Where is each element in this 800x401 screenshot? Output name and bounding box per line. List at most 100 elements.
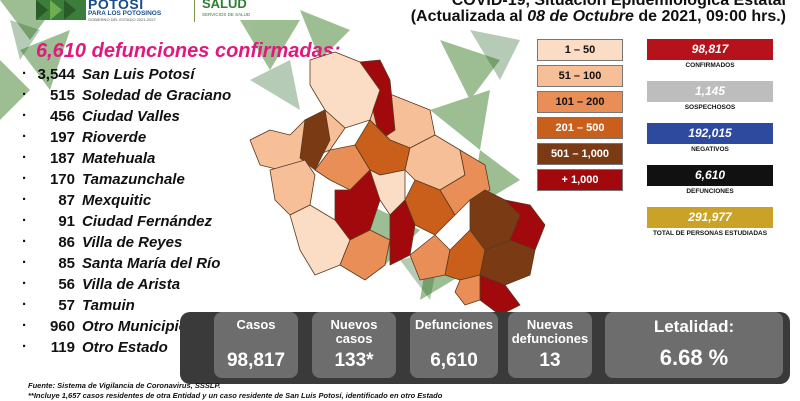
footer: Fuente: Sistema de Vigilancia de Coronav… — [28, 381, 442, 401]
municipality-name: Matehuala — [82, 150, 156, 167]
bullet: · — [22, 191, 27, 208]
municipality-count: 187 — [49, 150, 75, 167]
bullet: · — [22, 65, 27, 82]
municipality-count: 56 — [58, 276, 75, 293]
summary-nuevos-casos-label: Nuevos casos — [330, 317, 378, 346]
bullet: · — [22, 317, 27, 334]
stat-label: TOTAL DE PERSONAS ESTUDIADAS — [652, 230, 768, 237]
municipality-count: 85 — [58, 255, 75, 272]
bullet: · — [22, 233, 27, 250]
map-region-south-4 — [409, 234, 451, 281]
municipality-row: · 170 Tamazunchale — [22, 170, 222, 192]
stat-confirmados: 98,817 CONFIRMADOS — [647, 39, 773, 81]
subtitle-prefix: (Actualizada al — [410, 8, 528, 25]
salud-logo: SALUD SERVICIOS DE SALUD — [194, 0, 250, 22]
logo-government: GOBIERNO DEL ESTADO 2021-2027 — [88, 17, 156, 22]
summary-casos-label: Casos — [236, 317, 276, 332]
logo-subtitle: PARA LOS POTOSINOS — [88, 10, 162, 17]
stat-label: SOSPECHOSOS — [684, 104, 736, 111]
stat-value: 1,145 — [647, 81, 773, 102]
stat-value: 6,610 — [647, 165, 773, 186]
map-region-huasteca-5 — [454, 274, 481, 306]
legend-item: 101 – 200 — [537, 91, 623, 113]
page-subtitle: (Actualizada al 08 de Octubre de 2021, 0… — [411, 8, 786, 26]
municipality-count: 515 — [49, 87, 75, 104]
municipality-name: Ciudad Fernández — [82, 213, 213, 230]
municipality-name: Soledad de Graciano — [82, 87, 232, 104]
municipality-name: Tamuin — [82, 297, 135, 314]
bullet: · — [22, 254, 27, 271]
municipality-list: · 3,544 San Luis Potosí · 515 Soledad de Grac… — [22, 65, 231, 360]
salud-title: SALUD — [202, 0, 247, 11]
bullet: · — [22, 86, 27, 103]
municipality-name: Villa de Arista — [82, 276, 181, 293]
summary-nuevos-casos: Nuevos casos 133* — [312, 312, 396, 378]
legend-item: 1 – 50 — [537, 39, 623, 61]
municipality-count: 456 — [49, 108, 75, 125]
government-logo: POTOSÍ PARA LOS POTOSINOS GOBIERNO DEL E… — [36, 0, 186, 22]
municipality-count: 119 — [50, 339, 75, 356]
logo-title: POTOSÍ — [88, 0, 144, 12]
summary-defunciones-value: 6,610 — [430, 350, 478, 371]
municipality-row: · 187 Matehuala — [22, 149, 222, 171]
potosi-emblem-icon — [36, 0, 86, 20]
municipality-name: Ciudad Valles — [82, 108, 180, 125]
stat-label: CONFIRMADOS — [685, 62, 735, 69]
municipality-row: · 85 Santa María del Río — [22, 254, 222, 276]
map-region-east-1 — [439, 149, 491, 216]
municipality-count: 91 — [58, 213, 75, 230]
municipality-row: · 3,544 San Luis Potosí — [22, 65, 222, 87]
subtitle-suffix: de 2021, 09:00 hrs.) — [633, 8, 786, 25]
bullet: · — [22, 275, 27, 292]
subtitle-date: 08 de Octubre — [527, 8, 634, 25]
page-title: COVID-19, Situación Epidemiológica Estat… — [451, 0, 786, 9]
municipality-count: 86 — [58, 234, 75, 251]
stat-defunciones: 6,610 DEFUNCIONES — [647, 165, 773, 207]
municipality-row: · 56 Villa de Arista — [22, 275, 222, 297]
municipality-row: · 91 Ciudad Fernández — [22, 212, 222, 234]
municipality-name: Otro Municipio — [82, 318, 188, 335]
map-region-matehuala — [359, 59, 396, 141]
legend-item: 201 – 500 — [537, 117, 623, 139]
municipality-name: Mexquitic — [82, 192, 152, 209]
municipality-row: · 86 Villa de Reyes — [22, 233, 222, 255]
summary-nuevas-defunciones-label: Nuevas defunciones — [511, 317, 589, 346]
municipality-count: 3,544 — [37, 66, 75, 83]
summary-casos: Casos 98,817 — [214, 312, 298, 378]
legend-item: 501 – 1,000 — [537, 143, 623, 165]
stat-value: 98,817 — [647, 39, 773, 60]
municipality-count: 960 — [49, 318, 75, 335]
municipality-count: 170 — [49, 171, 75, 188]
municipality-row: · 87 Mexquitic — [22, 191, 222, 213]
summary-letalidad: Letalidad: 6.68 % — [605, 312, 783, 378]
bullet: · — [22, 212, 27, 229]
stat-value: 192,015 — [647, 123, 773, 144]
footer-note: **Incluye 1,657 casos residentes de otra… — [28, 391, 443, 400]
municipality-row: · 119 Otro Estado — [22, 338, 222, 360]
municipality-name: Villa de Reyes — [82, 234, 183, 251]
legend-item: 51 – 100 — [537, 65, 623, 87]
legend-item: + 1,000 — [537, 169, 623, 191]
bullet: · — [22, 338, 27, 355]
summary-casos-value: 98,817 — [226, 350, 286, 371]
municipality-name: Tamazunchale — [82, 171, 185, 188]
municipality-row: · 57 Tamuin — [22, 296, 222, 318]
summary-letalidad-value: 6.68 % — [659, 345, 729, 370]
salud-subtitle: SERVICIOS DE SALUD — [202, 12, 251, 17]
map-legend: 1 – 50 51 – 100 101 – 200 201 – 500 501 – 1,… — [537, 39, 625, 195]
bullet: · — [22, 149, 27, 166]
stat-value: 291,977 — [647, 207, 773, 228]
municipality-name: Santa María del Río — [82, 255, 221, 272]
municipality-count: 87 — [58, 192, 75, 209]
summary-defunciones: Defunciones 6,610 — [410, 312, 498, 378]
municipality-row: · 960 Otro Municipio — [22, 317, 222, 339]
municipality-name: San Luis Potosí — [82, 66, 195, 83]
municipality-row: · 456 Ciudad Valles — [22, 107, 222, 129]
footer-source: Fuente: Sistema de Vigilancia de Coronav… — [28, 381, 221, 390]
municipality-row: · 197 Rioverde — [22, 128, 222, 150]
municipality-name: Otro Estado — [82, 339, 168, 356]
stat-total: 291,977 TOTAL DE PERSONAS ESTUDIADAS — [647, 207, 773, 249]
summary-nuevos-casos-value: 133* — [334, 350, 374, 371]
stat-label: NEGATIVOS — [691, 146, 729, 153]
deaths-headline: 6,610 defunciones confirmadas: — [36, 40, 341, 62]
